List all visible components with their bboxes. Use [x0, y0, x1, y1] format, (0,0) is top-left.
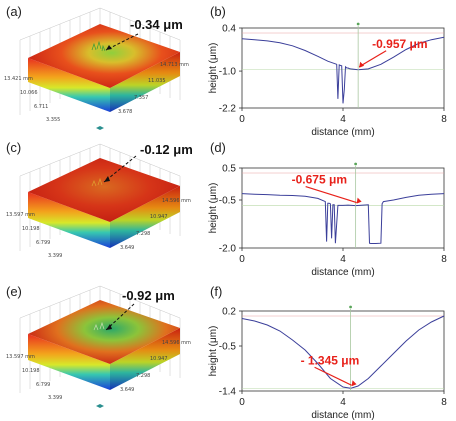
panel-label-c: (c) — [6, 140, 22, 155]
y-tick-label: 0.4 — [222, 24, 236, 35]
right-tick-e-3: 3.649 — [120, 387, 135, 393]
right-tick-e-0: 14.596 mm — [162, 340, 191, 346]
surface-annotation-e: -0.92 μm — [122, 288, 175, 303]
x-tick-label: 8 — [441, 397, 447, 408]
panel-label-e: (e) — [6, 284, 22, 299]
y-tick-label: -2.0 — [219, 244, 237, 255]
block-top-face — [28, 24, 180, 88]
x-tick-label: 0 — [239, 397, 245, 408]
left-tick-e-2: 6.799 — [36, 382, 51, 388]
y-tick-label: -2.2 — [219, 104, 237, 115]
annotation-arrow — [314, 366, 352, 386]
block-left-face — [28, 192, 110, 248]
annotation-arrow-head — [359, 61, 365, 68]
right-tick-a-1: 11.035 — [148, 78, 166, 84]
center-feature — [91, 40, 106, 52]
x-axis-title: distance (mm) — [311, 127, 374, 138]
plot-frame — [241, 310, 445, 392]
left-tick-a-1: 10.066 — [20, 90, 38, 96]
profile-line — [241, 36, 445, 104]
x-tick-label: 8 — [441, 114, 447, 125]
y-axis-title: height (μm) — [208, 43, 219, 94]
profile-line — [241, 193, 445, 244]
right-tick-a-2: 7.357 — [134, 95, 149, 101]
right-tick-c-0: 14.596 mm — [162, 198, 191, 204]
x-tick-label: 0 — [239, 114, 245, 125]
x-axis-title: distance (mm) — [311, 267, 374, 278]
annotation-arrow-head — [104, 176, 110, 182]
x-tick-label: 4 — [340, 254, 346, 265]
profile-plot-b: 0.4 -1.0 -2.20 4 8 distance (mm) height (μm) -0… — [208, 22, 447, 138]
left-tick-c-0: 13.597 mm — [6, 212, 35, 218]
right-tick-c-1: 10.947 — [150, 214, 168, 220]
block-left-face — [28, 58, 110, 112]
x-tick-label: 4 — [340, 114, 346, 125]
profile-plot-d: 0.5 -0.5 -2.00 4 8 distance (mm) height (μm) -0… — [208, 162, 447, 278]
left-tick-a-3: 3.355 — [46, 117, 61, 123]
block-top-face — [28, 158, 180, 222]
y-tick-label: -0.5 — [219, 196, 237, 207]
panel-label-b: (b) — [210, 4, 226, 19]
surface-3d-plot-a — [19, 7, 181, 130]
surface-3d-plot-e — [19, 285, 181, 408]
center-feature — [93, 321, 105, 331]
panel-label-a: (a) — [6, 4, 22, 19]
panel-label-f: (f) — [210, 284, 223, 299]
left-tick-a-2: 6.711 — [34, 104, 49, 110]
right-tick-c-2: 7.298 — [136, 231, 151, 237]
cursor-handle — [354, 162, 358, 166]
surface-annotation-a: -0.34 μm — [130, 17, 183, 32]
y-axis-title: height (μm) — [208, 183, 219, 234]
block-top-face — [28, 300, 180, 364]
cursor-handle — [349, 305, 352, 309]
right-tick-a-0: 14.713 mm — [160, 62, 189, 68]
x-tick-label: 4 — [340, 397, 346, 408]
annotation-arrow — [358, 50, 387, 68]
y-tick-label: 0.5 — [222, 164, 236, 175]
annotation-arrow-line — [105, 303, 135, 331]
minimum-annotation: - 1.345 μm — [301, 353, 360, 367]
cursor-handle — [356, 22, 360, 26]
x-tick-label: 0 — [239, 254, 245, 265]
profile-line — [241, 315, 445, 389]
right-tick-a-3: 3.678 — [118, 109, 133, 115]
left-tick-c-2: 6.799 — [36, 240, 51, 246]
surface-annotation-c: -0.12 μm — [140, 142, 193, 157]
left-tick-a-0: 13.421 mm — [4, 76, 33, 82]
annotation-arrow-line — [103, 155, 137, 183]
annotation-arrow — [305, 186, 357, 204]
y-tick-label: 0.2 — [222, 307, 236, 318]
block-right-face — [110, 52, 180, 112]
block-right-face — [110, 328, 180, 390]
minimum-annotation: -0.675 μm — [292, 173, 347, 187]
axis-triad-icon — [96, 404, 104, 408]
annotation-arrow-line — [105, 33, 139, 51]
y-tick-label: -0.5 — [219, 342, 237, 353]
y-tick-label: -1.0 — [219, 67, 237, 78]
x-tick-label: 8 — [441, 254, 447, 265]
right-tick-e-2: 7.298 — [136, 373, 151, 379]
surface-3d-plot-c — [19, 143, 181, 251]
x-axis-title: distance (mm) — [311, 410, 374, 421]
annotation-arrow-head — [106, 45, 112, 50]
block-left-face — [28, 334, 110, 390]
annotation-arrow-head — [356, 197, 362, 204]
minimum-annotation: -0.957 μm — [372, 37, 427, 51]
profile-plot-f: 0.2 -0.5 -1.40 4 8 distance (mm) height (μm) - … — [208, 305, 447, 421]
right-tick-c-3: 3.649 — [120, 245, 135, 251]
left-tick-e-0: 13.597 mm — [6, 354, 35, 360]
y-axis-title: height (μm) — [208, 326, 219, 377]
right-tick-e-1: 10.947 — [150, 356, 168, 362]
left-tick-e-3: 3.399 — [48, 395, 63, 401]
y-tick-label: -1.4 — [219, 387, 237, 398]
panel-label-d: (d) — [210, 140, 226, 155]
annotation-arrow-head — [351, 380, 357, 387]
annotation-arrow-head — [106, 324, 112, 330]
left-tick-c-1: 10.198 — [22, 226, 40, 232]
center-feature — [91, 177, 103, 187]
block-right-face — [110, 186, 180, 248]
left-tick-c-3: 3.399 — [48, 253, 63, 259]
axis-triad-icon — [96, 126, 104, 130]
left-tick-e-1: 10.198 — [22, 368, 40, 374]
